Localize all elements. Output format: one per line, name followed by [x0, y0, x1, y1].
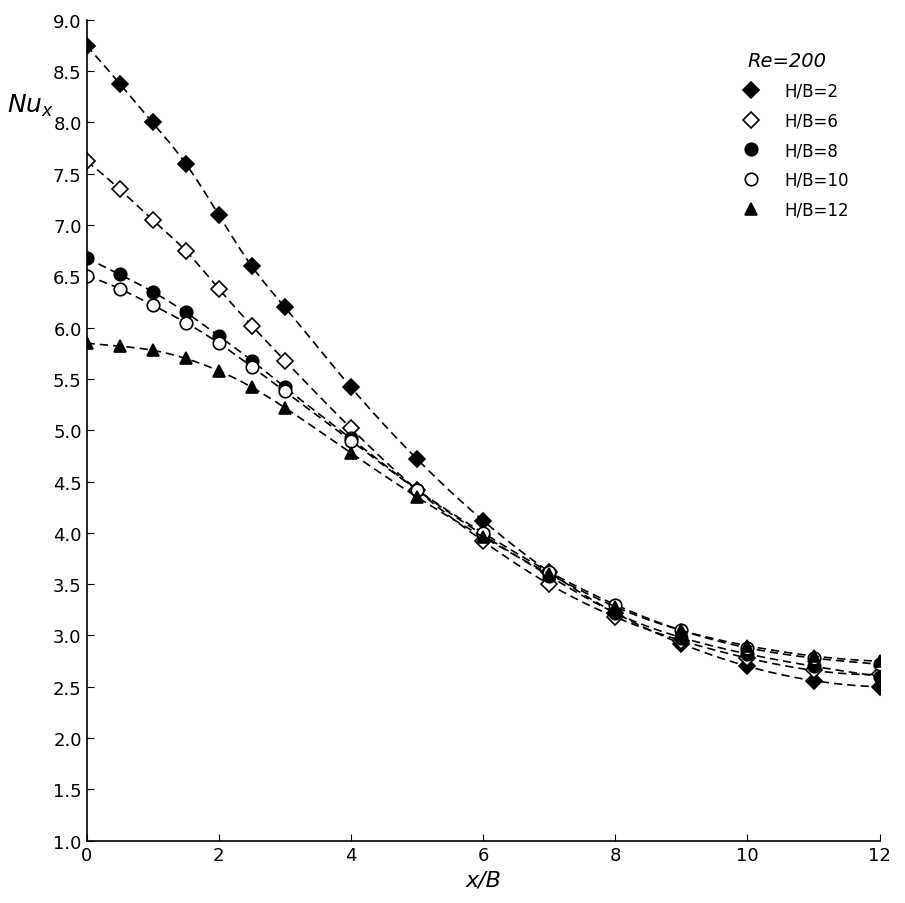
H/B=12	[148, 346, 158, 357]
H/B=12	[246, 382, 257, 393]
H/B=12	[544, 569, 555, 580]
H/B=8	[478, 530, 489, 541]
H/B=2	[610, 608, 621, 619]
H/B=8	[214, 331, 224, 342]
H/B=12	[610, 601, 621, 612]
H/B=8	[874, 671, 885, 682]
H/B=2	[544, 567, 555, 578]
Line: H/B=12: H/B=12	[81, 338, 886, 667]
H/B=2	[280, 303, 291, 313]
H/B=6	[676, 636, 687, 647]
H/B=6	[610, 612, 621, 623]
H/B=10	[742, 643, 753, 654]
H/B=6	[412, 485, 423, 496]
H/B=10	[874, 659, 885, 670]
H/B=10	[214, 339, 224, 349]
H/B=6	[81, 157, 92, 168]
H/B=12	[874, 656, 885, 666]
H/B=6	[874, 669, 885, 680]
H/B=10	[81, 272, 92, 283]
H/B=2	[214, 210, 224, 221]
H/B=12	[742, 640, 753, 651]
H/B=2	[246, 261, 257, 272]
Line: H/B=2: H/B=2	[81, 41, 885, 693]
H/B=2	[180, 159, 191, 170]
H/B=2	[412, 454, 423, 465]
H/B=6	[742, 653, 753, 664]
H/B=8	[81, 253, 92, 264]
H/B=10	[148, 301, 158, 312]
H/B=10	[544, 567, 555, 578]
H/B=2	[346, 382, 357, 393]
H/B=6	[114, 184, 125, 195]
H/B=2	[148, 118, 158, 129]
H/B=10	[676, 625, 687, 636]
H/B=10	[346, 435, 357, 446]
H/B=12	[412, 492, 423, 503]
H/B=12	[280, 403, 291, 414]
H/B=2	[676, 638, 687, 649]
H/B=10	[808, 653, 819, 664]
H/B=8	[544, 571, 555, 582]
H/B=2	[742, 661, 753, 672]
H/B=8	[148, 287, 158, 298]
H/B=10	[180, 318, 191, 329]
H/B=6	[478, 536, 489, 547]
H/B=6	[346, 424, 357, 434]
H/B=6	[246, 321, 257, 331]
H/B=6	[180, 246, 191, 256]
H/B=6	[148, 215, 158, 226]
H/B=8	[676, 632, 687, 643]
Line: H/B=8: H/B=8	[81, 253, 886, 683]
H/B=8	[412, 485, 423, 496]
Legend: H/B=2, H/B=6, H/B=8, H/B=10, H/B=12: H/B=2, H/B=6, H/B=8, H/B=10, H/B=12	[719, 45, 855, 226]
H/B=8	[280, 382, 291, 393]
H/B=2	[874, 682, 885, 693]
H/B=8	[346, 433, 357, 444]
H/B=6	[280, 356, 291, 367]
H/B=10	[412, 485, 423, 496]
H/B=2	[114, 79, 125, 89]
H/B=8	[742, 649, 753, 660]
H/B=12	[114, 341, 125, 352]
H/B=10	[280, 386, 291, 397]
H/B=8	[180, 308, 191, 319]
H/B=2	[808, 675, 819, 686]
H/B=12	[214, 366, 224, 377]
H/B=10	[246, 362, 257, 373]
H/B=10	[114, 284, 125, 294]
H/B=12	[81, 339, 92, 349]
H/B=10	[478, 528, 489, 539]
Line: H/B=10: H/B=10	[81, 271, 886, 671]
H/B=10	[610, 600, 621, 610]
H/B=12	[808, 651, 819, 662]
H/B=12	[478, 532, 489, 543]
H/B=8	[114, 270, 125, 281]
Y-axis label: $Nu_x$: $Nu_x$	[7, 93, 54, 119]
H/B=8	[808, 661, 819, 672]
H/B=2	[478, 516, 489, 526]
H/B=6	[214, 284, 224, 294]
H/B=12	[676, 625, 687, 636]
Line: H/B=6: H/B=6	[81, 157, 885, 680]
H/B=2	[81, 41, 92, 51]
H/B=6	[808, 666, 819, 676]
H/B=8	[610, 608, 621, 619]
X-axis label: x/B: x/B	[465, 870, 501, 889]
H/B=12	[180, 354, 191, 365]
H/B=8	[246, 356, 257, 367]
H/B=6	[544, 579, 555, 590]
H/B=12	[346, 448, 357, 459]
